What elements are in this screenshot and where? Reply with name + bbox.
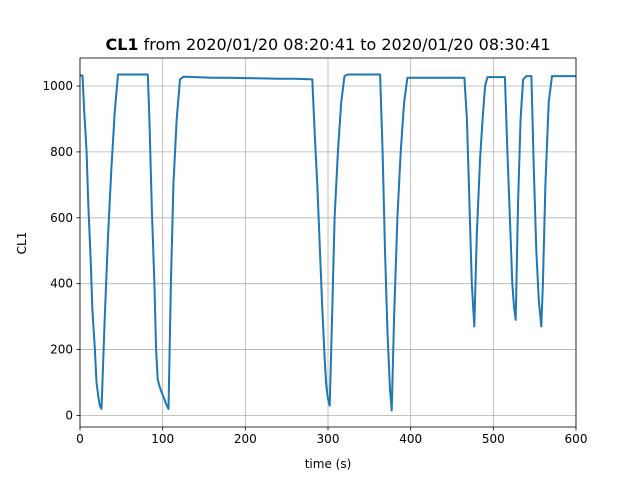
x-tick-label: 400	[399, 432, 422, 446]
x-tick-label: 200	[234, 432, 257, 446]
x-tick-label: 100	[151, 432, 174, 446]
y-tick-label: 0	[65, 408, 73, 422]
y-tick-label: 1000	[42, 79, 73, 93]
y-tick-label: 400	[50, 277, 73, 291]
plot-area	[80, 73, 576, 412]
x-tick-label: 300	[317, 432, 340, 446]
chart-title-bold: CL1	[105, 35, 138, 54]
y-tick-label: 200	[50, 343, 73, 357]
chart-title: CL1 from 2020/01/20 08:20:41 to 2020/01/…	[105, 35, 550, 54]
chart-title-rest: from 2020/01/20 08:20:41 to 2020/01/20 0…	[139, 35, 551, 54]
x-axis-label: time (s)	[305, 457, 352, 471]
axes: 0 100 200 300 400 500 600 0 200 400 600 800 1000	[42, 57, 588, 446]
y-tick-label: 600	[50, 211, 73, 225]
y-axis-label: CL1	[15, 232, 29, 255]
x-tick-label: 600	[565, 432, 588, 446]
y-tick-label: 800	[50, 145, 73, 159]
x-tick-label: 500	[482, 432, 505, 446]
x-tick-label: 0	[76, 432, 84, 446]
axes-frame	[79, 57, 577, 428]
series-line	[80, 73, 576, 412]
grid-lines	[79, 58, 577, 427]
